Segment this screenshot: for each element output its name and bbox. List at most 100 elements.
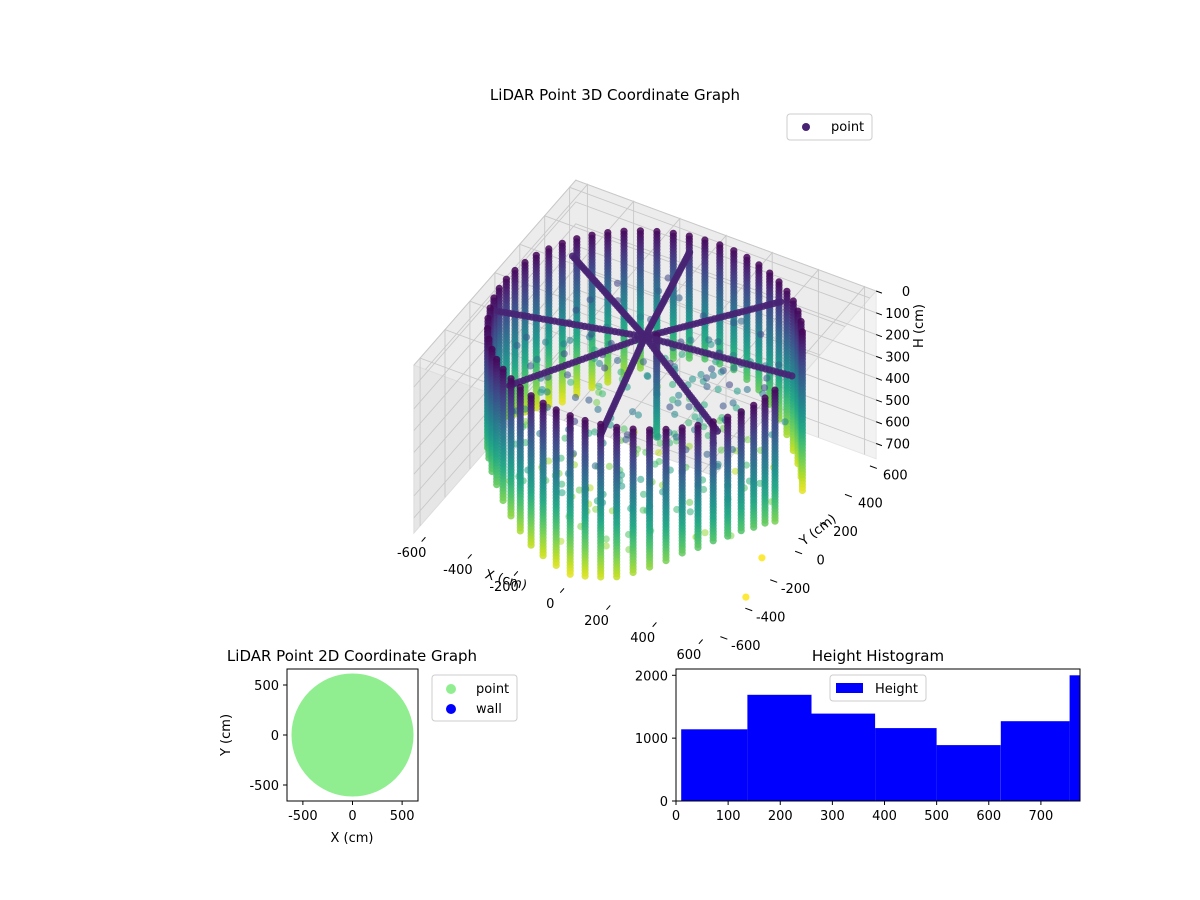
point-marker — [629, 568, 637, 577]
point-marker — [730, 319, 738, 327]
x-tick-label: -400 — [443, 563, 473, 578]
point-marker — [623, 431, 632, 439]
point-marker — [527, 362, 535, 370]
point-marker — [703, 374, 711, 382]
point-marker — [585, 396, 593, 404]
point-marker — [587, 330, 595, 338]
point-marker — [761, 519, 769, 527]
chart-2d-ylabel: Y (cm) — [219, 714, 234, 757]
chart-2d-title: LiDAR Point 2D Coordinate Graph — [227, 647, 477, 665]
point-marker — [620, 425, 628, 433]
point-marker — [558, 398, 566, 406]
point-marker — [594, 405, 602, 413]
h-tick-label: 400 — [885, 372, 910, 387]
point-marker — [566, 570, 574, 578]
x-tick-label: -500 — [288, 809, 318, 824]
point-marker — [613, 279, 622, 287]
point-marker — [571, 393, 580, 402]
point-marker — [788, 372, 796, 380]
axes-frame-histogram — [675, 668, 1081, 802]
scatter-points-3d — [484, 227, 807, 601]
point-marker — [654, 433, 662, 441]
h-tick-label: 200 — [885, 329, 910, 344]
point-marker — [685, 419, 693, 427]
point-marker — [544, 457, 553, 465]
y-tick-label: 200 — [833, 525, 858, 540]
point-marker — [731, 467, 740, 475]
point-marker — [664, 274, 672, 282]
h-tick — [875, 355, 883, 359]
point-marker — [655, 287, 663, 295]
histogram-bar — [1069, 675, 1080, 801]
point-marker — [636, 313, 645, 321]
point-marker — [588, 384, 596, 392]
point-marker — [730, 364, 738, 372]
x-tick-label: 400 — [872, 809, 897, 824]
histogram-bar — [936, 745, 1001, 801]
point-marker — [709, 371, 717, 379]
point-marker — [798, 486, 807, 495]
x-tick-label: 300 — [820, 809, 845, 824]
chart-histogram: Height Histogram 0 100 200 300 400 500 600 7000… — [635, 647, 1081, 824]
point-marker — [703, 383, 711, 391]
point-marker — [703, 450, 711, 458]
legend-2d-wall-marker — [446, 704, 456, 714]
point-marker — [743, 385, 751, 394]
histogram-bar — [1000, 721, 1070, 801]
histogram-bars — [681, 675, 1080, 801]
legend-3d-label: point — [831, 120, 864, 135]
point-marker — [687, 336, 695, 344]
y-tick — [844, 493, 853, 498]
point-marker — [581, 572, 589, 580]
point-marker — [558, 489, 566, 497]
x-tick-label: 500 — [924, 809, 949, 824]
point-marker — [719, 367, 727, 375]
point-marker — [758, 554, 766, 562]
point-marker — [533, 355, 541, 363]
point-marker — [637, 475, 645, 483]
point-marker — [527, 541, 535, 549]
point-marker — [597, 573, 605, 581]
point-marker — [586, 296, 594, 304]
point-marker — [613, 356, 622, 365]
point-marker — [575, 486, 583, 494]
point-marker — [516, 527, 524, 535]
legend-3d: point — [786, 113, 873, 141]
x-tick — [698, 639, 703, 645]
point-marker — [763, 374, 771, 382]
x-tick — [421, 536, 426, 542]
chart-2d-xlabel: X (cm) — [331, 831, 374, 846]
legend-histogram-swatch — [836, 683, 863, 693]
point-marker — [700, 423, 708, 431]
point-marker — [701, 529, 709, 537]
chart-3d-zlabel: H (cm) — [912, 304, 927, 348]
point-marker — [750, 523, 758, 531]
point-marker — [743, 375, 751, 383]
point-marker — [714, 385, 722, 394]
point-marker — [598, 390, 607, 398]
point-marker — [686, 498, 694, 506]
legend-2d-wall-label: wall — [476, 702, 502, 717]
y-tick — [745, 607, 753, 612]
legend-histogram-frame — [829, 674, 927, 702]
point-marker — [595, 359, 604, 368]
h-tick-label: 700 — [885, 438, 910, 453]
h-tick — [875, 443, 883, 447]
point-marker — [709, 537, 717, 545]
y-tick-label: -600 — [731, 639, 761, 654]
point-marker — [781, 418, 789, 426]
y-tick-label: 0 — [816, 554, 824, 569]
point-marker — [733, 387, 741, 395]
x-tick-label: 700 — [1028, 809, 1053, 824]
point-marker — [636, 364, 645, 372]
y-tick — [794, 550, 803, 555]
point-marker — [595, 382, 603, 390]
x-tick-label: 400 — [630, 631, 655, 646]
point-marker — [613, 573, 621, 581]
point-cloud-disc — [291, 673, 414, 797]
point-marker — [729, 399, 737, 407]
point-marker — [760, 384, 769, 392]
histogram-title: Height Histogram — [812, 647, 944, 665]
x-tick-label: 100 — [716, 809, 741, 824]
point-marker — [719, 402, 727, 410]
